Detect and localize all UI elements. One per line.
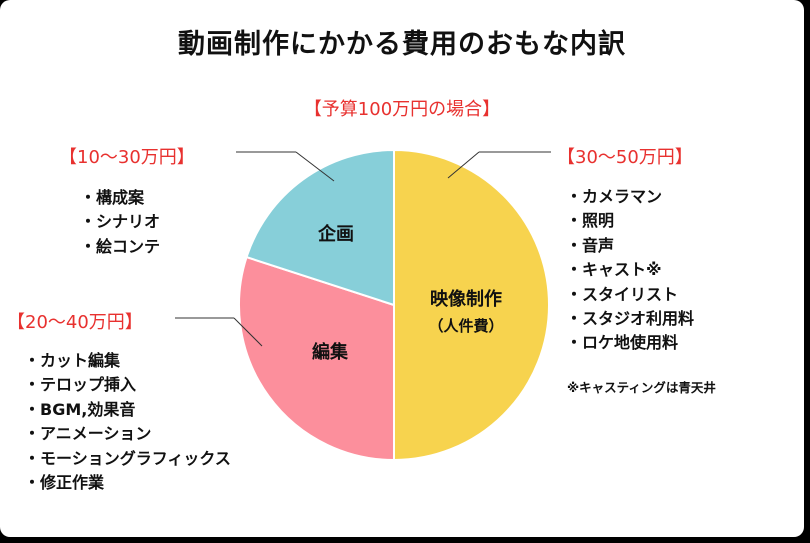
list-item: BGM,効果音 <box>24 398 231 422</box>
leader-line-planning <box>295 151 335 182</box>
slice-label-editing: 編集 <box>312 341 349 363</box>
list-item: キャスト※ <box>566 258 694 282</box>
pie-slice-planning <box>245 148 395 307</box>
list-item: シナリオ <box>80 210 160 234</box>
list-item: スタイリスト <box>566 283 694 307</box>
list-item: 絵コンテ <box>80 235 160 259</box>
list-item: 構成案 <box>80 186 160 210</box>
list-production: カメラマン 照明 音声 キャスト※ スタイリスト スタジオ利用料 ロケ地使用料 <box>566 185 694 356</box>
range-label-editing: 【20〜40万円】 <box>7 312 143 333</box>
list-item: ロケ地使用料 <box>566 331 694 355</box>
list-item: アニメーション <box>24 422 231 446</box>
list-editing: カット編集 テロップ挿入 BGM,効果音 アニメーション モーショングラフィック… <box>24 349 231 495</box>
list-item: スタジオ利用料 <box>566 307 694 331</box>
list-item: カメラマン <box>566 185 694 209</box>
range-label-planning: 【10〜30万円】 <box>59 147 195 168</box>
list-planning: 構成案 シナリオ 絵コンテ <box>80 186 160 259</box>
leader-line-editing <box>233 317 263 347</box>
budget-label: 【予算100万円の場合】 <box>303 99 501 120</box>
slice-sublabel-production: （人件費） <box>428 317 503 335</box>
pie-slice-editing <box>238 255 395 462</box>
list-item: モーショングラフィックス <box>24 447 231 471</box>
list-item: テロップ挿入 <box>24 373 231 397</box>
slice-label-production: 映像制作 <box>430 288 502 310</box>
pie-slice-production <box>393 148 550 462</box>
chart-title: 動画制作にかかる費用のおもな内訳 <box>178 29 626 60</box>
leader-line-production <box>447 151 480 179</box>
casting-note: ※キャスティングは青天井 <box>567 380 716 395</box>
slice-label-planning: 企画 <box>317 223 354 245</box>
list-item: 音声 <box>566 234 694 258</box>
range-label-production: 【30〜50万円】 <box>557 147 693 168</box>
list-item: 照明 <box>566 209 694 233</box>
list-item: カット編集 <box>24 349 231 373</box>
list-item: 修正作業 <box>24 471 231 495</box>
